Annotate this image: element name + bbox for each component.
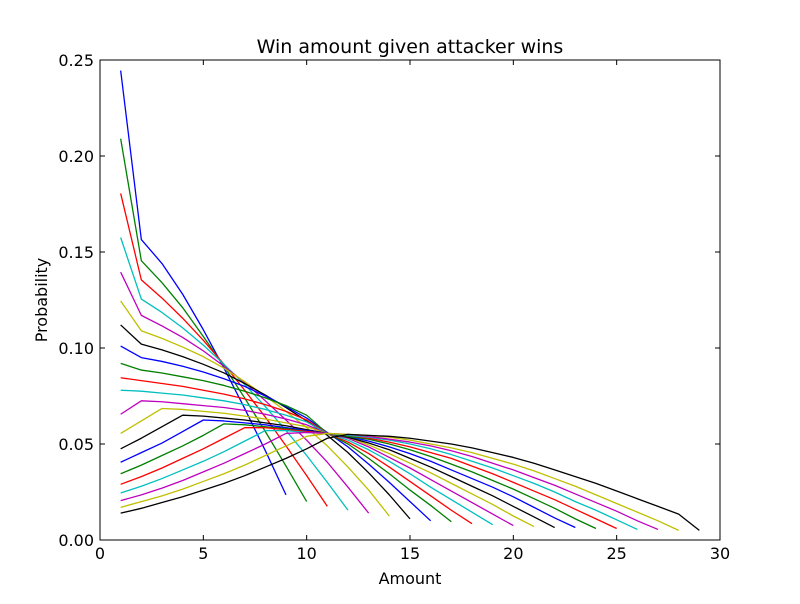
x-tick-label: 15 <box>400 544 420 563</box>
y-tick-label: 0.20 <box>58 147 94 166</box>
series-layer <box>120 70 700 531</box>
series-line-11 <box>120 389 494 526</box>
series-line-7 <box>120 324 411 520</box>
series-line-5 <box>120 271 370 514</box>
x-axis-label: Amount <box>379 569 442 588</box>
series-line-16 <box>120 423 597 530</box>
series-line-17 <box>120 427 617 530</box>
x-tick-label: 0 <box>95 544 105 563</box>
y-axis-label: Probability <box>32 258 51 343</box>
series-line-10 <box>120 377 473 525</box>
series-line-20 <box>120 432 679 531</box>
series-line-9 <box>120 362 452 523</box>
series-line-21 <box>120 433 700 531</box>
y-tick-label: 0.10 <box>58 339 94 358</box>
x-tick-label: 25 <box>606 544 626 563</box>
y-tick-label: 0.00 <box>58 531 94 550</box>
tick-layer: 0 5 10 15 20 25 30 0.00 0.05 0.10 0.15 0.20 0.25 <box>58 51 730 563</box>
x-tick-label: 5 <box>198 544 208 563</box>
x-tick-label: 10 <box>296 544 316 563</box>
plot-frame <box>99 59 721 541</box>
y-tick-label: 0.05 <box>58 435 94 454</box>
series-line-18 <box>120 429 638 531</box>
y-tick-label: 0.25 <box>58 51 94 70</box>
plot-area <box>100 60 720 540</box>
x-tick-label: 20 <box>503 544 523 563</box>
y-tick-label: 0.15 <box>58 243 94 262</box>
series-line-12 <box>120 400 514 527</box>
chart-title: Win amount given attacker wins <box>257 36 564 58</box>
series-line-1 <box>120 70 287 496</box>
series-line-19 <box>120 431 659 531</box>
x-tick-label: 30 <box>710 544 730 563</box>
